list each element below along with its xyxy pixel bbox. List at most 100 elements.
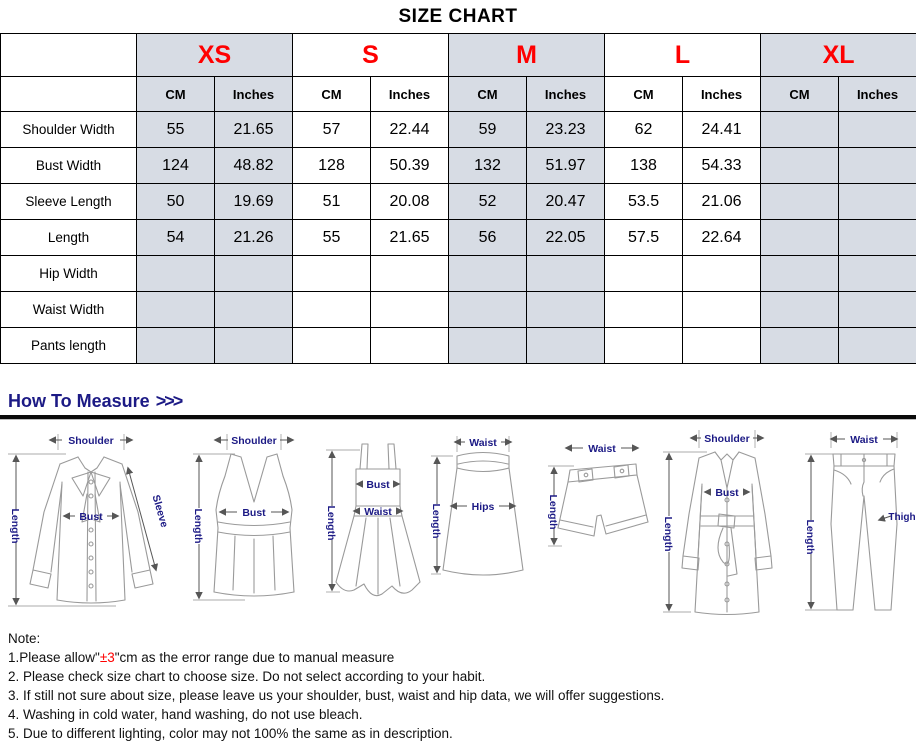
unit-header-cm: CM (760, 76, 840, 112)
value-cell (760, 147, 840, 184)
row-label: Shoulder Width (0, 111, 137, 148)
value-cell: 23.23 (526, 111, 606, 148)
value-cell: 20.08 (370, 183, 450, 220)
value-cell (526, 255, 606, 292)
size-header-xs: XS (135, 33, 294, 77)
value-cell (838, 183, 916, 220)
notes-section: Note: 1.Please allow"±3"cm as the error … (0, 621, 916, 743)
value-cell: 128 (292, 147, 372, 184)
row-label: Sleeve Length (0, 183, 137, 220)
unit-header-cm: CM (292, 76, 372, 112)
value-cell: 24.41 (682, 111, 762, 148)
unit-header-inches: Inches (526, 76, 606, 112)
measure-label-waist: Waist (850, 434, 878, 446)
how-to-measure-heading: How To Measure >>> (0, 391, 916, 415)
unit-header-inches: Inches (213, 76, 294, 112)
note-line-5: 5. Due to different lighting, color may … (8, 726, 453, 741)
measurement-figures: Shoulder Length Bust Sleeve Shoulder Len… (0, 424, 916, 621)
value-cell: 132 (448, 147, 528, 184)
value-cell (448, 255, 528, 292)
page-header: SIZE CHART (0, 0, 916, 33)
measure-label-waist: Waist (588, 443, 616, 455)
measure-label-bust: Bust (715, 487, 739, 499)
value-cell: 57.5 (604, 219, 684, 256)
value-cell (213, 327, 294, 364)
measure-label-bust: Bust (366, 479, 390, 491)
figure-pants: Waist Length Thigh (804, 432, 916, 611)
value-cell (760, 291, 840, 328)
value-cell (838, 147, 916, 184)
measure-label-waist: Waist (364, 506, 392, 518)
table-row-pants-length: Pants length (0, 327, 916, 364)
how-to-measure-label: How To Measure (8, 391, 150, 411)
table-row-bust-width: Bust Width 124 48.82 128 50.39 132 51.97… (0, 147, 916, 184)
value-cell: 53.5 (604, 183, 684, 220)
size-header-s: S (292, 33, 450, 77)
value-cell: 48.82 (213, 147, 294, 184)
value-cell: 54 (136, 219, 215, 256)
value-cell: 55 (136, 111, 215, 148)
value-cell (682, 255, 762, 292)
value-cell (526, 327, 606, 364)
value-cell (760, 219, 840, 256)
value-cell (136, 291, 215, 328)
value-cell: 59 (448, 111, 528, 148)
value-cell (838, 327, 916, 364)
size-chart-table: XS S M L XL CM Inches CM Inches CM Inche… (0, 33, 916, 364)
value-cell (448, 291, 528, 328)
value-cell (760, 327, 840, 364)
value-cell: 21.26 (213, 219, 294, 256)
row-label: Pants length (0, 327, 137, 364)
value-cell (136, 327, 215, 364)
measure-label-waist: Waist (469, 437, 497, 449)
chevrons-icon: >>> (155, 391, 184, 411)
row-label: Waist Width (0, 291, 137, 328)
table-row-hip-width: Hip Width (0, 255, 916, 292)
value-cell (448, 327, 528, 364)
value-cell (370, 291, 450, 328)
value-cell (370, 327, 450, 364)
value-cell: 50 (136, 183, 215, 220)
corner-cell (0, 76, 137, 112)
value-cell: 52 (448, 183, 528, 220)
measure-label-length: Length (430, 504, 442, 539)
figure-dress: Length Bust Waist (325, 443, 421, 597)
measure-label-length: Length (662, 517, 674, 552)
value-cell (604, 255, 684, 292)
value-cell: 22.64 (682, 219, 762, 256)
value-cell: 54.33 (682, 147, 762, 184)
value-cell (213, 291, 294, 328)
measure-label-bust: Bust (242, 507, 266, 519)
note-line-4: 4. Washing in cold water, hand washing, … (8, 707, 363, 722)
value-cell (760, 255, 840, 292)
value-cell (136, 255, 215, 292)
measure-label-length: Length (192, 509, 204, 544)
table-row-length: Length 54 21.26 55 21.65 56 22.05 57.5 2… (0, 219, 916, 256)
table-row-waist-width: Waist Width (0, 291, 916, 328)
row-label: Length (0, 219, 137, 256)
value-cell (838, 291, 916, 328)
size-header-xl: XL (760, 33, 916, 77)
value-cell (838, 111, 916, 148)
value-cell (292, 255, 372, 292)
value-cell: 21.65 (370, 219, 450, 256)
page-title: SIZE CHART (398, 5, 518, 27)
measure-label-sleeve: Sleeve (150, 494, 171, 529)
value-cell: 19.69 (213, 183, 294, 220)
measure-label-shoulder: Shoulder (704, 433, 750, 445)
value-cell: 51 (292, 183, 372, 220)
figure-coat: Shoulder Length Bust (662, 430, 773, 616)
value-cell: 20.47 (526, 183, 606, 220)
unit-header-cm: CM (136, 76, 215, 112)
value-cell (760, 183, 840, 220)
value-cell (292, 327, 372, 364)
value-cell: 21.06 (682, 183, 762, 220)
size-header-l: L (604, 33, 762, 77)
value-cell (838, 255, 916, 292)
measure-label-length: Length (325, 506, 337, 541)
unit-header-inches: Inches (838, 76, 916, 112)
measure-label-length: Length (547, 495, 559, 530)
value-cell (292, 291, 372, 328)
corner-cell (0, 33, 137, 77)
measure-label-length: Length (804, 520, 816, 555)
